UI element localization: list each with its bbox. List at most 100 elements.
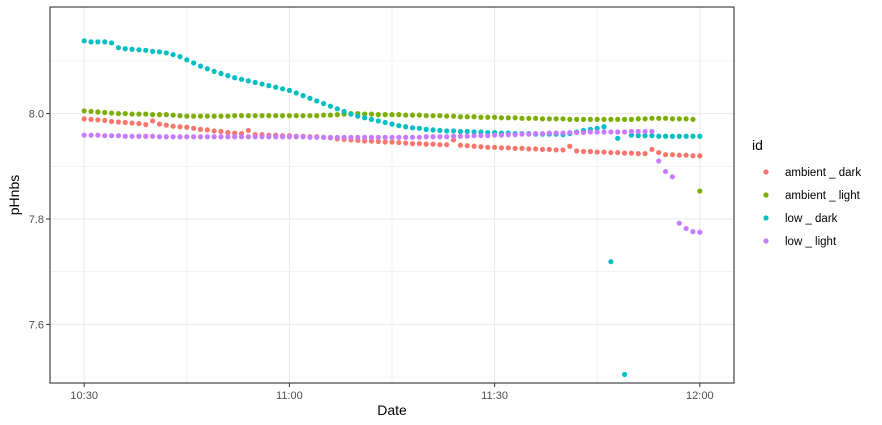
data-point: [546, 116, 552, 122]
data-point: [669, 152, 676, 158]
data-point: [115, 133, 121, 139]
data-point: [697, 133, 703, 139]
data-point: [362, 138, 368, 144]
data-point: [327, 103, 334, 109]
data-point: [683, 152, 689, 158]
data-point: [594, 116, 600, 122]
data-point: [403, 140, 409, 146]
data-point: [259, 81, 265, 87]
x-tick-label: 10:30: [70, 390, 98, 402]
data-point: [396, 139, 402, 146]
data-point: [635, 133, 641, 139]
legend-item: low _ dark: [763, 213, 838, 225]
data-point: [163, 134, 169, 140]
data-point: [156, 134, 163, 140]
data-point: [457, 114, 463, 120]
legend-item: ambient _ dark: [763, 167, 861, 179]
data-point: [252, 134, 258, 140]
data-point: [218, 128, 224, 135]
data-point: [279, 134, 286, 140]
data-point: [211, 113, 217, 119]
data-point: [211, 128, 217, 134]
data-point: [533, 115, 539, 121]
data-point: [697, 153, 703, 159]
data-point: [259, 113, 265, 119]
data-point: [300, 113, 306, 119]
data-point: [594, 129, 600, 135]
axis-ticks: [46, 113, 701, 387]
data-point: [533, 146, 539, 152]
data-point: [553, 147, 559, 153]
data-point: [314, 98, 320, 104]
data-point: [519, 145, 525, 151]
data-point: [560, 147, 566, 153]
data-point: [225, 73, 231, 79]
data-point: [382, 139, 388, 145]
data-point: [389, 112, 395, 118]
data-point: [403, 112, 409, 118]
data-point: [163, 112, 169, 118]
data-point: [423, 134, 429, 140]
data-point: [621, 371, 628, 378]
data-point: [601, 129, 607, 135]
data-point: [184, 124, 190, 130]
data-point: [608, 129, 614, 135]
data-point: [437, 142, 443, 148]
data-point: [143, 47, 149, 53]
data-point: [355, 113, 361, 119]
data-point: [567, 143, 573, 149]
data-point: [628, 150, 635, 156]
data-point: [156, 112, 163, 118]
data-point: [204, 113, 210, 119]
data-point: [362, 111, 368, 117]
data-point: [122, 46, 128, 52]
data-point: [191, 113, 197, 119]
data-point: [457, 133, 463, 139]
data-point: [191, 134, 197, 140]
data-point: [150, 118, 156, 124]
data-point: [238, 76, 245, 82]
data-point: [444, 142, 450, 148]
data-point: [471, 143, 477, 149]
data-point: [368, 116, 375, 122]
data-point: [396, 112, 402, 118]
data-point: [177, 54, 183, 60]
data-point: [553, 130, 559, 136]
data-point: [362, 134, 368, 140]
data-point: [608, 259, 614, 265]
data-point: [628, 132, 635, 138]
data-point: [245, 78, 251, 84]
data-point: [471, 133, 477, 139]
data-point: [574, 148, 580, 154]
data-point: [457, 128, 463, 135]
data-point: [115, 119, 121, 125]
data-point: [108, 118, 115, 125]
data-point: [375, 138, 381, 145]
series-3: [81, 128, 703, 235]
data-point: [567, 129, 573, 136]
data-point: [184, 134, 190, 140]
data-point: [464, 128, 470, 135]
data-point: [403, 134, 409, 140]
data-point: [430, 141, 436, 147]
data-point: [375, 118, 381, 124]
data-point: [129, 46, 135, 52]
series-2: [81, 38, 703, 378]
data-point: [471, 114, 477, 120]
data-points: [81, 38, 703, 378]
data-point: [669, 116, 676, 122]
data-point: [683, 133, 689, 139]
data-point: [314, 113, 320, 119]
data-point: [273, 113, 279, 119]
data-point: [88, 116, 94, 122]
data-point: [409, 112, 416, 118]
data-point: [498, 145, 505, 151]
data-point: [505, 145, 511, 151]
legend-label: ambient _ light: [785, 190, 861, 202]
y-axis-title: pHnbs: [6, 175, 22, 215]
data-point: [437, 113, 443, 119]
data-point: [102, 39, 108, 45]
data-point: [471, 129, 477, 135]
data-point: [300, 93, 306, 99]
data-point: [615, 129, 621, 135]
